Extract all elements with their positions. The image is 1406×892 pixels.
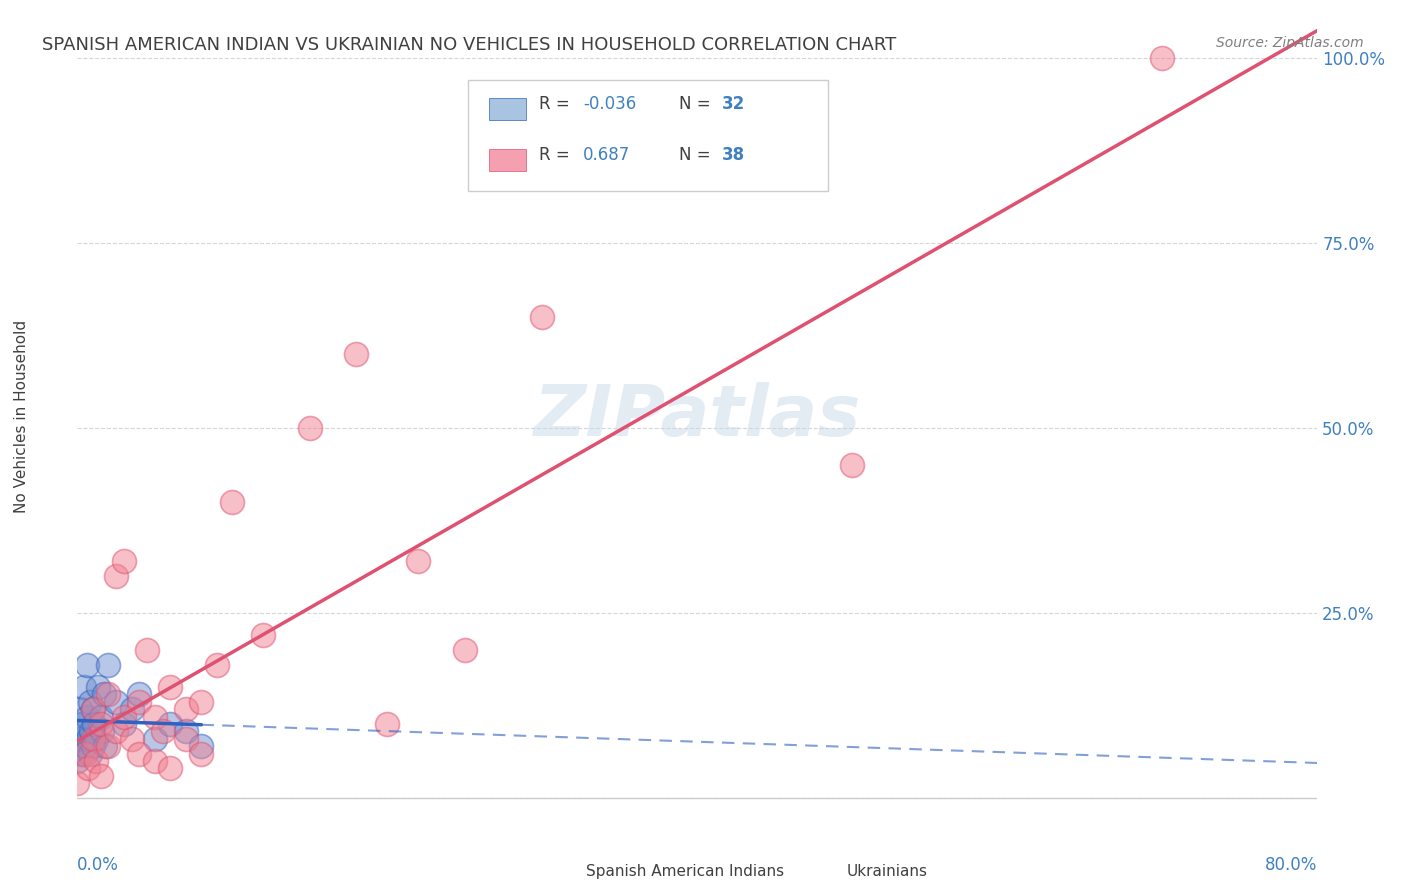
Point xyxy=(79,695,101,709)
Text: 0.687: 0.687 xyxy=(583,146,630,164)
Point xyxy=(143,731,166,746)
Point xyxy=(82,702,104,716)
Point xyxy=(1152,51,1174,65)
Point xyxy=(94,739,117,754)
Point xyxy=(84,731,107,746)
Text: N =: N = xyxy=(679,95,716,113)
Point xyxy=(97,687,120,701)
Point xyxy=(121,702,143,716)
Point xyxy=(112,709,135,723)
Point xyxy=(75,724,97,739)
Text: 0.0%: 0.0% xyxy=(77,856,120,874)
Point xyxy=(205,657,228,672)
Point xyxy=(105,569,128,583)
Point xyxy=(159,680,181,694)
Point xyxy=(86,680,108,694)
Text: N =: N = xyxy=(679,146,716,164)
Point xyxy=(77,731,100,746)
Point xyxy=(72,680,94,694)
Point xyxy=(105,724,128,739)
Point xyxy=(152,724,174,739)
Text: 32: 32 xyxy=(723,95,745,113)
Point xyxy=(90,709,112,723)
Bar xyxy=(489,149,526,171)
Point xyxy=(76,657,98,672)
Point xyxy=(82,702,104,716)
Text: R =: R = xyxy=(538,95,575,113)
Bar xyxy=(548,863,579,880)
Point xyxy=(83,717,105,731)
Point xyxy=(75,739,97,754)
Point xyxy=(80,724,103,739)
Point xyxy=(190,695,212,709)
Point xyxy=(76,709,98,723)
Point xyxy=(221,495,243,509)
Point xyxy=(159,717,181,731)
Point xyxy=(408,554,430,568)
Point xyxy=(174,724,197,739)
Point xyxy=(84,754,107,768)
Point xyxy=(174,731,197,746)
Point xyxy=(82,739,104,754)
Point xyxy=(69,702,91,716)
Text: 38: 38 xyxy=(723,146,745,164)
Point xyxy=(75,747,97,761)
Point xyxy=(190,739,212,754)
Text: ZIPatlas: ZIPatlas xyxy=(534,383,860,451)
Text: No Vehicles in Household: No Vehicles in Household xyxy=(14,320,30,514)
Point xyxy=(70,747,93,761)
Point xyxy=(112,717,135,731)
Point xyxy=(128,687,150,701)
Point xyxy=(66,754,89,768)
Point xyxy=(375,717,398,731)
Text: 80.0%: 80.0% xyxy=(1265,856,1317,874)
Point xyxy=(190,747,212,761)
Point xyxy=(136,643,159,657)
Point xyxy=(841,458,863,472)
Text: SPANISH AMERICAN INDIAN VS UKRAINIAN NO VEHICLES IN HOUSEHOLD CORRELATION CHART: SPANISH AMERICAN INDIAN VS UKRAINIAN NO … xyxy=(42,36,897,54)
Point xyxy=(121,731,143,746)
Point xyxy=(97,739,120,754)
Text: -0.036: -0.036 xyxy=(583,95,637,113)
Point xyxy=(90,769,112,783)
Point xyxy=(79,747,101,761)
Point xyxy=(66,776,89,790)
Text: Ukrainians: Ukrainians xyxy=(846,864,927,879)
Point xyxy=(91,724,114,739)
Point xyxy=(90,717,112,731)
Point xyxy=(159,761,181,775)
Point xyxy=(77,761,100,775)
Point xyxy=(97,657,120,672)
Point xyxy=(112,554,135,568)
Point xyxy=(143,754,166,768)
Text: R =: R = xyxy=(538,146,575,164)
Point xyxy=(128,695,150,709)
FancyBboxPatch shape xyxy=(468,80,828,191)
Point xyxy=(143,709,166,723)
Point xyxy=(82,731,104,746)
Point xyxy=(67,731,90,746)
Text: Spanish American Indians: Spanish American Indians xyxy=(586,864,785,879)
Point xyxy=(105,695,128,709)
Point xyxy=(128,747,150,761)
Text: Source: ZipAtlas.com: Source: ZipAtlas.com xyxy=(1216,36,1364,50)
Point xyxy=(298,421,321,435)
Bar xyxy=(808,863,839,880)
Point xyxy=(70,717,93,731)
Bar xyxy=(489,97,526,120)
Point xyxy=(344,347,367,361)
Point xyxy=(174,702,197,716)
Point xyxy=(531,310,554,324)
Point xyxy=(93,687,115,701)
Point xyxy=(252,628,274,642)
Point xyxy=(454,643,477,657)
